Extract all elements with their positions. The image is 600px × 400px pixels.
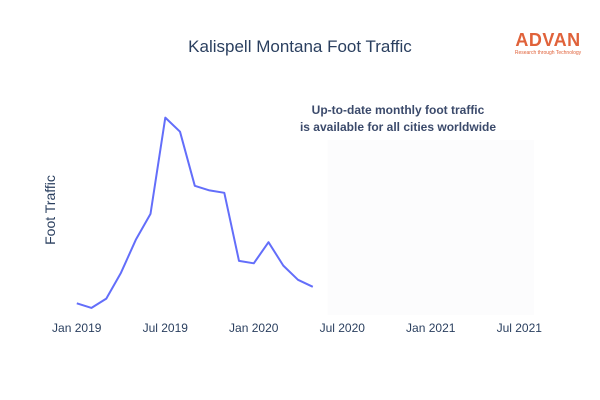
x-axis-ticks: Jan 2019 Jul 2019 Jan 2020 Jul 2020 Jan 2021…: [52, 321, 542, 335]
advan-logo-tagline: Research through Technology: [515, 50, 582, 56]
annotation-line-1: Up-to-date monthly foot traffic: [312, 103, 485, 117]
series-line: [76, 116, 314, 309]
advan-logo-text: ADVAN: [515, 30, 580, 50]
x-tick-label: Jan 2019: [52, 321, 102, 335]
x-tick-label: Jul 2019: [143, 321, 189, 335]
x-tick-label: Jul 2020: [320, 321, 366, 335]
y-axis-label: Foot Traffic: [42, 175, 58, 245]
series-group: [76, 116, 314, 309]
annotation-line-2: is available for all cities worldwide: [300, 120, 496, 134]
chart-title: Kalispell Montana Foot Traffic: [188, 37, 412, 56]
forecast-shaded-region: [327, 140, 534, 315]
x-tick-label: Jul 2021: [497, 321, 543, 335]
x-tick-label: Jan 2020: [229, 321, 279, 335]
advan-logo: ADVAN Research through Technology: [515, 30, 582, 56]
x-tick-label: Jan 2021: [406, 321, 456, 335]
